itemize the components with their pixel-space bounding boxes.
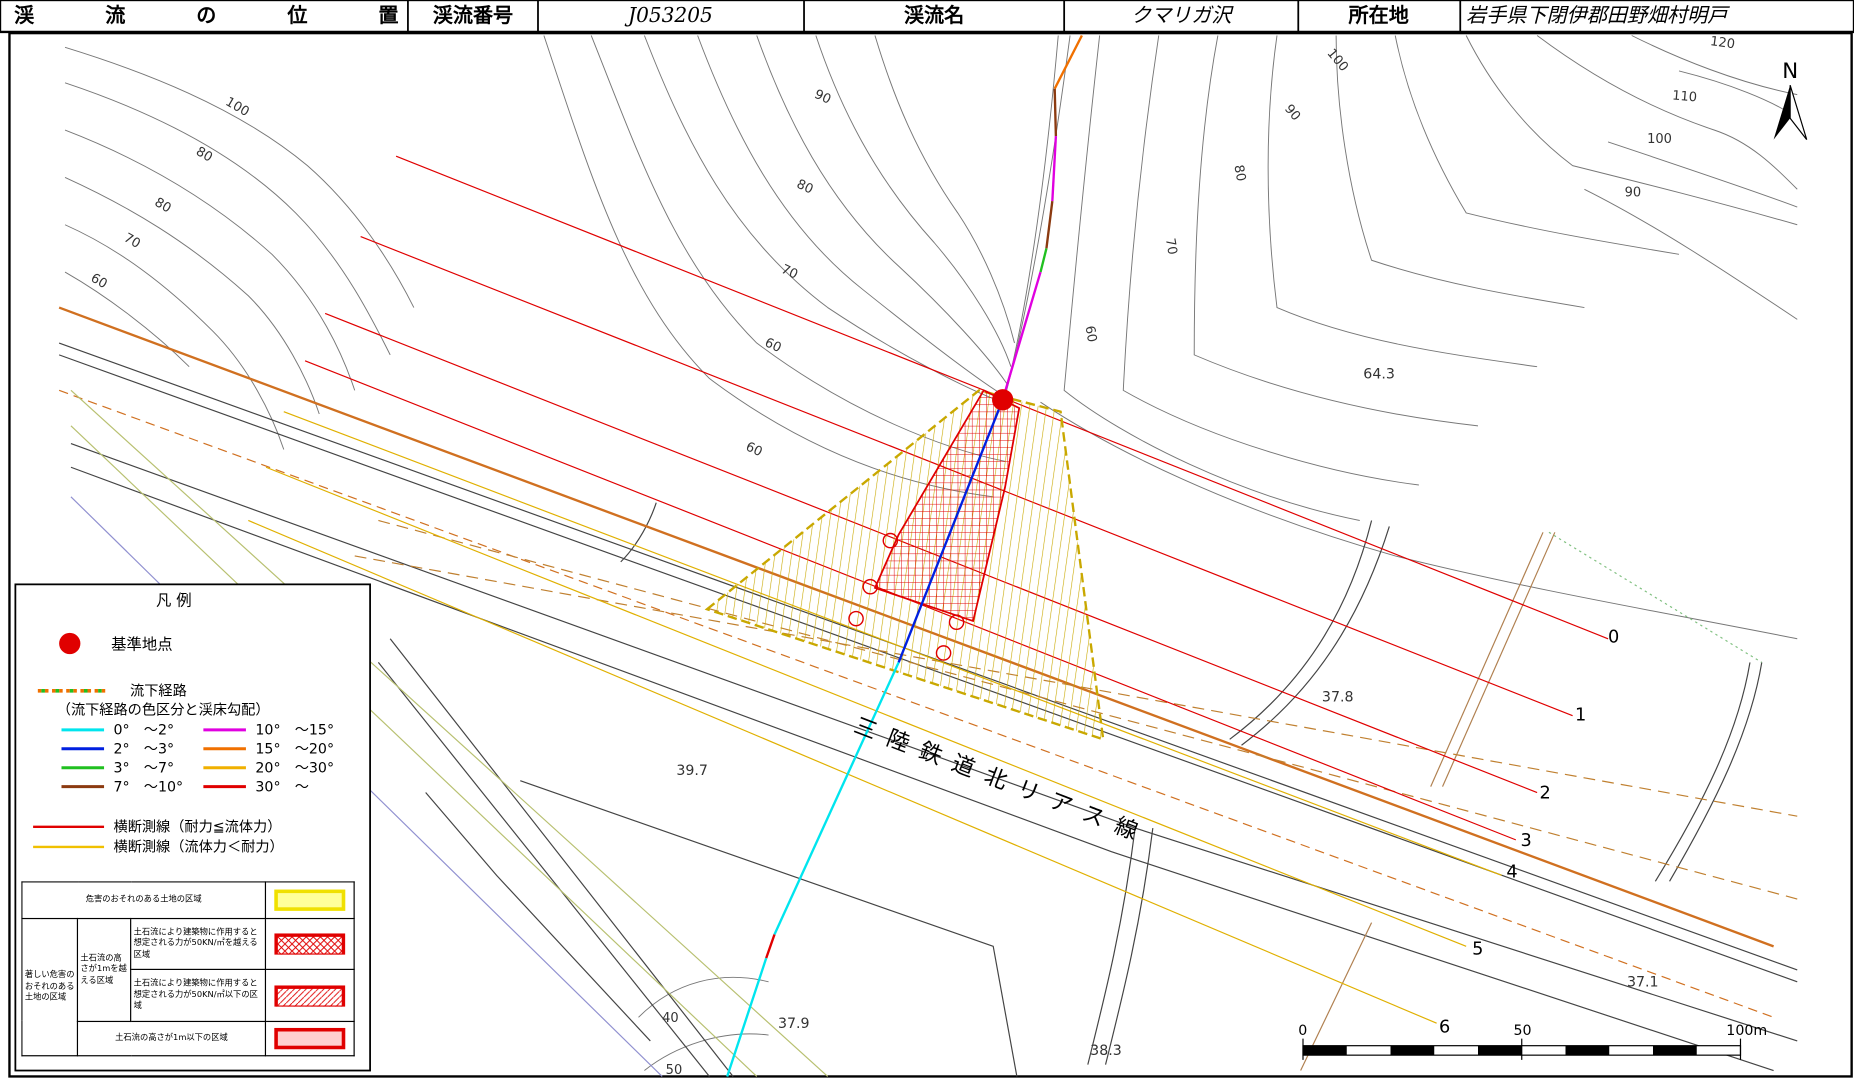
contour-label: 70 bbox=[1162, 237, 1180, 256]
elevation: 64.3 bbox=[1363, 367, 1395, 383]
header-label: 所在地 bbox=[1348, 3, 1409, 27]
contour-label: 60 bbox=[1082, 325, 1100, 344]
elevation: 38.3 bbox=[1090, 1043, 1122, 1059]
scale-label: 0 bbox=[1298, 1023, 1307, 1039]
section-number: 0 bbox=[1608, 627, 1619, 647]
section-number: 5 bbox=[1472, 940, 1483, 960]
legend-label: 2° ～3° bbox=[114, 742, 175, 758]
scale-label: 50 bbox=[1513, 1023, 1531, 1039]
contour-label: 120 bbox=[1709, 34, 1736, 52]
zone-swatch bbox=[274, 985, 345, 1006]
contour-label: 100 bbox=[1647, 132, 1672, 147]
base-point bbox=[992, 389, 1013, 410]
north-label: N bbox=[1782, 59, 1798, 84]
legend: 凡 例 基準地点 流下経路 （流下経路の色区分と渓床勾配） 0° ～2° 10° … bbox=[15, 584, 370, 1070]
header-value: クマリガ沢 bbox=[1131, 3, 1234, 27]
legend-title: 凡 例 bbox=[156, 592, 192, 610]
zone-label: 危害のおそれのある土地の区域 bbox=[22, 882, 266, 919]
legend-label: 20° ～30° bbox=[255, 760, 334, 776]
zone-label: 土石流の高さが1m以下の区域 bbox=[77, 1021, 265, 1055]
map-sheet: 渓流の位置 渓流番号 J053205 渓流名 クマリガ沢 所在地 岩手県下閉伊郡… bbox=[0, 0, 1854, 1080]
legend-label: 7° ～10° bbox=[114, 779, 184, 795]
header: 渓流の位置 渓流番号 J053205 渓流名 クマリガ沢 所在地 岩手県下閉伊郡… bbox=[0, 0, 1854, 32]
zone-label: 土石流により建築物に作用すると想定される力が50KN/㎡を越える区域 bbox=[131, 919, 266, 970]
scale-label: 100m bbox=[1726, 1023, 1767, 1039]
elevation: 39.7 bbox=[676, 763, 708, 779]
zone-label: 土石流の高さが1mを越える区域 bbox=[77, 919, 130, 1022]
legend-label: 30° ～ bbox=[255, 779, 309, 795]
section-number: 4 bbox=[1506, 863, 1517, 883]
section-number: 2 bbox=[1539, 783, 1550, 803]
contour-label: 80 bbox=[1230, 164, 1248, 183]
legend-label: 0° ～2° bbox=[114, 723, 175, 739]
zone-label: 土石流により建築物に作用すると想定される力が50KN/㎡以下の区域 bbox=[131, 970, 266, 1021]
header-label: 渓流名 bbox=[904, 3, 964, 27]
elevation: 37.8 bbox=[1322, 689, 1354, 705]
zone-swatch-cell bbox=[265, 882, 354, 919]
contour-label: 110 bbox=[1672, 88, 1698, 105]
legend-label: 基準地点 bbox=[111, 635, 172, 653]
legend-label: 流下経路 bbox=[130, 684, 187, 700]
header-value: J053205 bbox=[624, 3, 713, 27]
elevation: 37.9 bbox=[778, 1016, 810, 1032]
page: 渓流の位置 渓流番号 J053205 渓流名 クマリガ沢 所在地 岩手県下閉伊郡… bbox=[0, 0, 1854, 1080]
contour-label: 40 bbox=[662, 1011, 679, 1026]
header-value: 岩手県下閉伊郡田野畑村明戸 bbox=[1466, 3, 1730, 27]
legend-label: 横断測線（流体力＜耐力） bbox=[114, 840, 284, 856]
zone-swatch bbox=[274, 1028, 345, 1049]
zone-table: 危害のおそれのある土地の区域 著しい危害のおそれのある土地の区域 土石流の高さが… bbox=[21, 881, 354, 1056]
legend-label: 15° ～20° bbox=[255, 742, 334, 758]
zone-swatch bbox=[274, 934, 345, 955]
zone-swatch-cell bbox=[265, 970, 354, 1021]
zone-swatch bbox=[274, 890, 345, 911]
zone-table-wrap: 危害のおそれのある土地の区域 著しい危害のおそれのある土地の区域 土石流の高さが… bbox=[21, 881, 364, 1056]
zone-swatch-cell bbox=[265, 1021, 354, 1055]
legend-label: 3° ～7° bbox=[114, 760, 175, 776]
zone-swatch-cell bbox=[265, 919, 354, 970]
section-number: 6 bbox=[1439, 1018, 1450, 1038]
zone-table-box: 危害のおそれのある土地の区域 著しい危害のおそれのある土地の区域 土石流の高さが… bbox=[21, 881, 364, 1064]
legend-note: （流下経路の色区分と渓床勾配） bbox=[57, 702, 270, 718]
contour-label: 50 bbox=[666, 1063, 683, 1078]
contour-label: 90 bbox=[1625, 185, 1642, 200]
zone-label: 著しい危害のおそれのある土地の区域 bbox=[22, 919, 78, 1056]
section-number: 1 bbox=[1575, 705, 1586, 725]
elevation: 37.1 bbox=[1627, 975, 1659, 991]
legend-label: 10° ～15° bbox=[255, 723, 334, 739]
legend-label: 横断測線（耐力≦流体力） bbox=[114, 820, 282, 836]
section-number: 3 bbox=[1521, 831, 1532, 851]
header-label: 渓流番号 bbox=[433, 3, 513, 27]
